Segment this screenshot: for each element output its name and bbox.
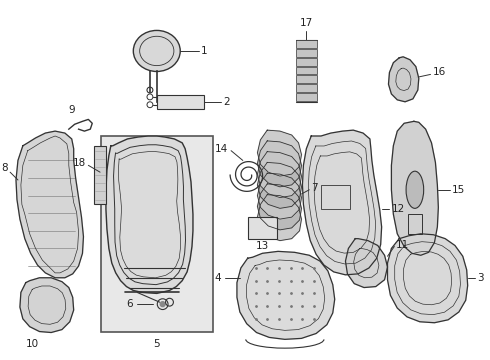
Polygon shape xyxy=(392,121,439,255)
Text: 2: 2 xyxy=(223,97,230,107)
Polygon shape xyxy=(16,131,83,278)
Polygon shape xyxy=(345,239,388,288)
Polygon shape xyxy=(257,152,301,198)
Polygon shape xyxy=(257,184,301,230)
Bar xyxy=(295,58,317,66)
Bar xyxy=(101,136,214,332)
Text: 14: 14 xyxy=(215,144,228,154)
Polygon shape xyxy=(302,130,382,275)
Text: 16: 16 xyxy=(433,67,446,77)
Polygon shape xyxy=(257,173,301,219)
Text: 6: 6 xyxy=(127,299,133,309)
Polygon shape xyxy=(389,57,419,102)
Ellipse shape xyxy=(133,31,180,72)
Circle shape xyxy=(160,302,165,307)
Polygon shape xyxy=(257,162,301,208)
Bar xyxy=(408,214,422,234)
Bar xyxy=(321,185,350,209)
Text: 4: 4 xyxy=(215,273,221,283)
Text: 11: 11 xyxy=(396,239,410,249)
Bar xyxy=(248,217,277,239)
Text: 9: 9 xyxy=(69,105,75,114)
Polygon shape xyxy=(20,278,74,333)
Text: 13: 13 xyxy=(256,242,269,252)
Polygon shape xyxy=(106,136,193,293)
Text: 8: 8 xyxy=(1,163,8,173)
Ellipse shape xyxy=(406,171,424,208)
Text: 3: 3 xyxy=(477,273,484,283)
Text: 1: 1 xyxy=(201,46,207,56)
Text: 15: 15 xyxy=(452,185,466,195)
Bar xyxy=(295,67,317,75)
Polygon shape xyxy=(388,234,467,323)
Text: 5: 5 xyxy=(153,339,160,349)
Text: 7: 7 xyxy=(311,183,318,193)
Polygon shape xyxy=(237,251,335,339)
Bar xyxy=(295,49,317,57)
Text: 17: 17 xyxy=(300,18,313,28)
Text: 18: 18 xyxy=(73,158,86,168)
Bar xyxy=(295,75,317,83)
Polygon shape xyxy=(257,130,301,176)
Text: 10: 10 xyxy=(26,339,39,349)
Bar xyxy=(295,40,317,48)
Bar xyxy=(94,146,106,204)
Polygon shape xyxy=(257,141,301,187)
Polygon shape xyxy=(257,195,301,240)
Text: 12: 12 xyxy=(392,204,405,214)
Bar xyxy=(157,95,204,109)
Bar xyxy=(295,93,317,101)
Bar xyxy=(295,84,317,92)
